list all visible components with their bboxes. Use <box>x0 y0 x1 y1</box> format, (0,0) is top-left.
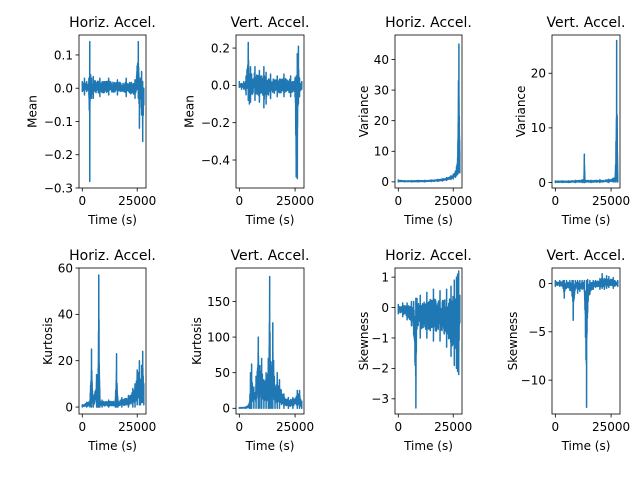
subplot-2: 0 25000 0.2 0.0 −0.2 −0.4 Vert. Accel. Time (s)… <box>183 15 315 227</box>
axes-frame <box>551 34 621 189</box>
y-axis-label: Variance <box>514 86 528 138</box>
x-tick-label: 0 <box>394 194 402 208</box>
subplot-3: 0 25000 40 30 20 10 0 Horiz. Accel. Time (s) Vari… <box>357 15 473 227</box>
y-tick-label: 0.0 <box>211 79 230 93</box>
y-tick-label: −3 <box>371 392 389 406</box>
subplot-title: Vert. Accel. <box>231 15 310 31</box>
y-tick-label: 0 <box>538 277 546 291</box>
axes-frame <box>78 267 147 415</box>
subplot-1: 0 25000 0.1 0.0 −0.1 −0.2 −0.3 Horiz. Accel. Tim… <box>26 15 157 227</box>
x-axis-label: Time (s) <box>87 213 137 227</box>
x-axis-label: Time (s) <box>245 439 295 453</box>
x-tick-label: 25000 <box>592 420 630 434</box>
x-axis-label: Time (s) <box>561 213 611 227</box>
x-axis-label: Time (s) <box>403 213 453 227</box>
y-tick-label: 0 <box>65 400 73 414</box>
x-axis-label: Time (s) <box>87 439 137 453</box>
series-line <box>397 43 461 183</box>
y-axis-label: Skewness <box>506 312 520 371</box>
y-tick-label: −5 <box>528 325 546 339</box>
y-axis-label: Mean <box>183 95 197 128</box>
subplot-4: 0 25000 20 10 0 Vert. Accel. Time (s) Variance <box>514 15 630 227</box>
y-tick-label: 0 <box>381 301 389 315</box>
subplot-8: 0 25000 0 −5 −10 Vert. Accel. Time (s) Skewness <box>506 248 630 453</box>
x-tick-label: 0 <box>236 194 244 208</box>
x-tick-label: 0 <box>78 420 86 434</box>
y-axis-label: Skewness <box>357 312 371 371</box>
y-axis-label: Kurtosis <box>41 317 55 365</box>
axes-frame <box>551 267 621 415</box>
y-tick-label: 0 <box>222 402 230 416</box>
x-tick-label: 0 <box>552 194 560 208</box>
x-tick-label: 25000 <box>276 420 314 434</box>
y-tick-label: −0.3 <box>44 181 73 195</box>
y-tick-label: 40 <box>374 53 389 67</box>
y-tick-label: 100 <box>207 330 230 344</box>
x-tick-label: 0 <box>394 420 402 434</box>
y-tick-label: 0 <box>538 176 546 190</box>
subplot-7: 0 25000 1 0 −1 −2 −3 Horiz. Accel. Time (s) Skewn… <box>357 248 473 453</box>
subplot-title: Vert. Accel. <box>547 248 626 264</box>
subplot-title: Horiz. Accel. <box>385 15 472 31</box>
series-line <box>238 41 303 180</box>
series-line <box>81 40 145 183</box>
subplot-title: Horiz. Accel. <box>69 248 156 264</box>
y-tick-label: 40 <box>58 308 73 322</box>
y-tick-label: −0.2 <box>44 148 73 162</box>
series-line <box>397 270 461 409</box>
y-tick-label: 20 <box>374 114 389 128</box>
y-tick-label: −10 <box>521 373 546 387</box>
x-tick-label: 25000 <box>118 194 156 208</box>
y-axis-label: Mean <box>26 95 40 128</box>
y-tick-label: 10 <box>531 121 546 135</box>
x-axis-label: Time (s) <box>561 439 611 453</box>
y-tick-label: 50 <box>215 366 230 380</box>
subplot-title: Horiz. Accel. <box>385 248 472 264</box>
x-tick-label: 0 <box>552 420 560 434</box>
y-tick-label: 0 <box>381 175 389 189</box>
y-tick-label: 30 <box>374 83 389 97</box>
y-tick-label: −0.2 <box>201 116 230 130</box>
x-tick-label: 25000 <box>434 420 472 434</box>
y-tick-label: 0.0 <box>54 82 73 96</box>
y-tick-label: 0.2 <box>211 41 230 55</box>
axes-frame <box>394 34 463 189</box>
x-tick-label: 0 <box>236 420 244 434</box>
y-tick-label: −2 <box>371 362 389 376</box>
axes-frame <box>235 267 305 415</box>
y-tick-label: 10 <box>374 145 389 159</box>
series-line <box>554 273 619 408</box>
axes-frame <box>394 267 463 415</box>
y-tick-label: −0.4 <box>201 153 230 167</box>
subplot-title: Vert. Accel. <box>547 15 626 31</box>
axes-frame <box>235 34 305 189</box>
y-tick-label: 1 <box>381 270 389 284</box>
x-tick-label: 25000 <box>434 194 472 208</box>
y-axis-label: Kurtosis <box>190 317 204 365</box>
series-line <box>238 275 303 410</box>
x-axis-label: Time (s) <box>245 213 295 227</box>
x-axis-label: Time (s) <box>403 439 453 453</box>
y-tick-label: 0.1 <box>54 48 73 62</box>
x-tick-label: 25000 <box>276 194 314 208</box>
y-tick-label: 20 <box>531 67 546 81</box>
subplot-title: Horiz. Accel. <box>69 15 156 31</box>
y-tick-label: −1 <box>371 331 389 345</box>
y-tick-label: 150 <box>207 295 230 309</box>
axes-frame <box>78 34 147 189</box>
subplot-5: 0 25000 60 40 20 0 Horiz. Accel. Time (s) Kurtos… <box>41 248 157 453</box>
subplot-title: Vert. Accel. <box>231 248 310 264</box>
series-line <box>554 39 619 184</box>
x-tick-label: 25000 <box>118 420 156 434</box>
series-line <box>81 274 145 408</box>
x-tick-label: 25000 <box>592 194 630 208</box>
y-axis-label: Variance <box>357 86 371 138</box>
y-tick-label: −0.1 <box>44 115 73 129</box>
subplot-6: 0 25000 150 100 50 0 Vert. Accel. Time (s) Kurto… <box>190 248 314 453</box>
x-tick-label: 0 <box>78 194 86 208</box>
y-tick-label: 60 <box>58 261 73 275</box>
y-tick-label: 20 <box>58 354 73 368</box>
